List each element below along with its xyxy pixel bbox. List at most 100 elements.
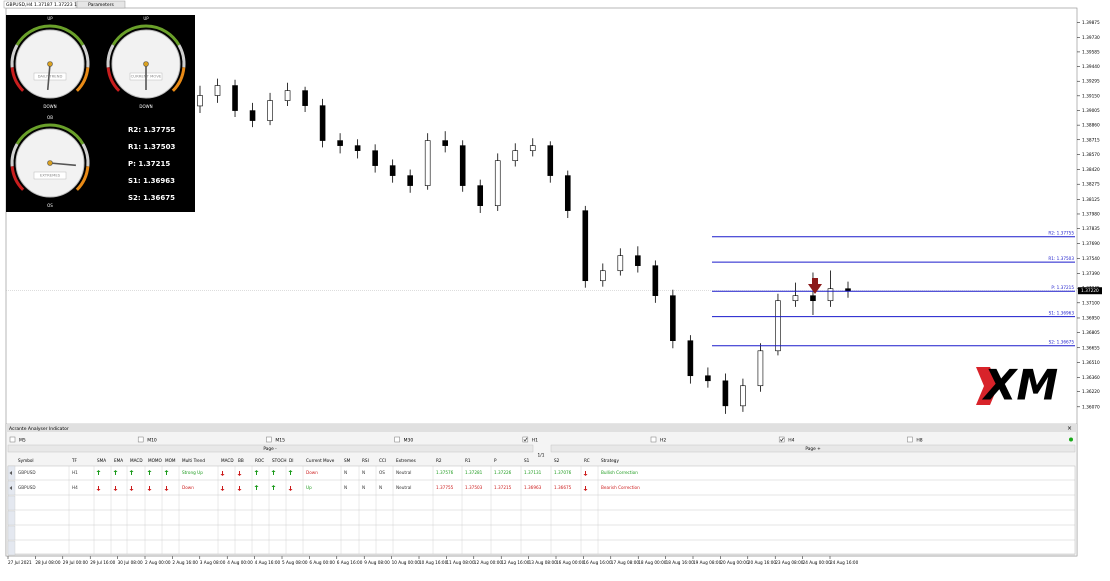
x-tick-label: 16 Aug 16:00 [583, 560, 612, 565]
x-tick-label: 20 Aug 16:00 [748, 560, 777, 565]
table-cell: N [362, 485, 365, 490]
signal-arrow [583, 486, 588, 491]
analyser-close[interactable]: × [1067, 425, 1072, 432]
x-tick-label: 6 Aug 16:00 [337, 560, 363, 565]
candle-body [197, 95, 203, 107]
y-tick-label: 1.37390 [1082, 271, 1100, 277]
candle-body [775, 300, 781, 352]
candle-body [705, 375, 711, 382]
row-icon [9, 486, 12, 490]
x-tick-label: 23 Aug 08:00 [775, 560, 804, 565]
x-tick-label: 29 Jul 16:00 [90, 560, 115, 565]
candle-body [337, 140, 343, 146]
timeframe-checkbox[interactable] [778, 436, 785, 443]
chart-tab-label: GBPUSD,H4 1.37187 1.37223 1.371 [6, 2, 87, 8]
column-header: ROC [255, 458, 264, 463]
x-tick-label: 20 Aug 00:00 [720, 560, 749, 565]
column-header: Extremes [396, 458, 416, 463]
candle-body [389, 165, 396, 176]
table-cell: 1.36675 [554, 485, 572, 490]
y-tick-label: 1.39295 [1082, 79, 1100, 85]
candle-body [617, 255, 624, 272]
gauge-arc [75, 166, 90, 191]
candle-body [214, 85, 221, 96]
x-tick-label: 9 Aug 08:00 [364, 560, 390, 565]
signal-arrow [288, 470, 293, 475]
signal-arrow [96, 486, 101, 491]
timeframe-label: M30 [404, 437, 414, 443]
candle-body [845, 288, 851, 292]
column-header: MACD [221, 458, 234, 463]
candle-body [284, 90, 291, 101]
params-tab[interactable] [76, 0, 126, 9]
gauge-hub [143, 61, 149, 67]
y-tick-label: 1.38420 [1082, 167, 1100, 173]
candle-body [354, 145, 361, 151]
page-info: 1/1 [538, 453, 545, 459]
timeframe-checkbox[interactable] [394, 436, 400, 443]
signal-arrow [254, 470, 259, 475]
gauge-top-label: UP [143, 16, 149, 21]
page-next-button[interactable] [550, 444, 1076, 453]
candle-body [670, 295, 676, 341]
gauge-arc [106, 44, 115, 68]
table-cell: Down [306, 470, 318, 475]
candle-body [827, 288, 834, 302]
y-tick-label: 1.39730 [1082, 35, 1100, 41]
timeframe-checkbox[interactable] [907, 436, 913, 443]
gauge-arc [177, 44, 186, 68]
candle-body [652, 265, 659, 296]
column-header: R1 [465, 458, 471, 463]
signal-arrow [288, 486, 293, 491]
table-cell: OS [379, 470, 385, 475]
timeframe-label: H4 [788, 437, 794, 443]
table-cell: Bullish Correction [601, 470, 638, 475]
gauge-top-label: UP [47, 16, 53, 21]
candle-body [442, 140, 448, 146]
y-tick-label: 1.36805 [1082, 330, 1100, 336]
x-tick-label: 2 Aug 16:00 [172, 560, 198, 565]
timeframe-checkbox[interactable] [137, 436, 144, 443]
table-cell: N [379, 485, 382, 490]
row-icon [9, 471, 12, 475]
table-cell: GBPUSD [18, 485, 36, 490]
candle-body [232, 85, 238, 111]
pivot-line-label: R2: 1.37755 [1048, 231, 1074, 236]
timeframe-checkbox[interactable] [9, 436, 16, 443]
x-tick-label: 4 Aug 00:00 [227, 560, 253, 565]
candle-body [529, 145, 536, 151]
table-cell: GBPUSD [18, 470, 36, 475]
candle-body [407, 175, 413, 186]
signal-arrow [164, 470, 169, 475]
table-cell: Strong Up [182, 470, 203, 475]
chart-tab[interactable] [3, 0, 77, 9]
current-price-label: 1.37220 [1081, 288, 1099, 294]
candle-body [267, 100, 273, 121]
gauge-arc [171, 67, 186, 92]
page-prev-button[interactable] [7, 444, 534, 453]
candle-body [810, 295, 816, 302]
gauge-hub [47, 160, 53, 166]
signal-arrow [583, 471, 588, 476]
y-tick-label: 1.39585 [1082, 49, 1100, 55]
y-tick-label: 1.38275 [1082, 182, 1100, 188]
page-prev-label: Page - [263, 446, 277, 452]
candle-body [722, 380, 729, 407]
y-tick-label: 1.39875 [1082, 20, 1100, 26]
y-tick-label: 1.38860 [1082, 123, 1100, 129]
analyser-title: Acrante Analyser Indicator [9, 426, 69, 432]
x-tick-label: 27 Jul 2021 [8, 560, 32, 565]
y-tick-label: 1.36070 [1082, 404, 1100, 410]
timeframe-checkbox[interactable] [650, 436, 657, 443]
signal-arrow [147, 486, 152, 491]
x-tick-label: 13 Aug 08:00 [529, 560, 558, 565]
column-header: Multi Trend [182, 458, 205, 463]
y-tick-label: 1.39150 [1082, 93, 1100, 99]
timeframe-checkbox[interactable] [522, 436, 529, 443]
x-tick-label: 28 Jul 08:00 [35, 560, 60, 565]
y-tick-label: 1.38715 [1082, 137, 1100, 143]
panel-pivot-label: S1: 1.36963 [128, 177, 175, 185]
timeframe-checkbox[interactable] [266, 436, 272, 443]
pivot-line-label: S2: 1.36675 [1049, 340, 1075, 345]
timeframe-label: H2 [660, 437, 666, 443]
